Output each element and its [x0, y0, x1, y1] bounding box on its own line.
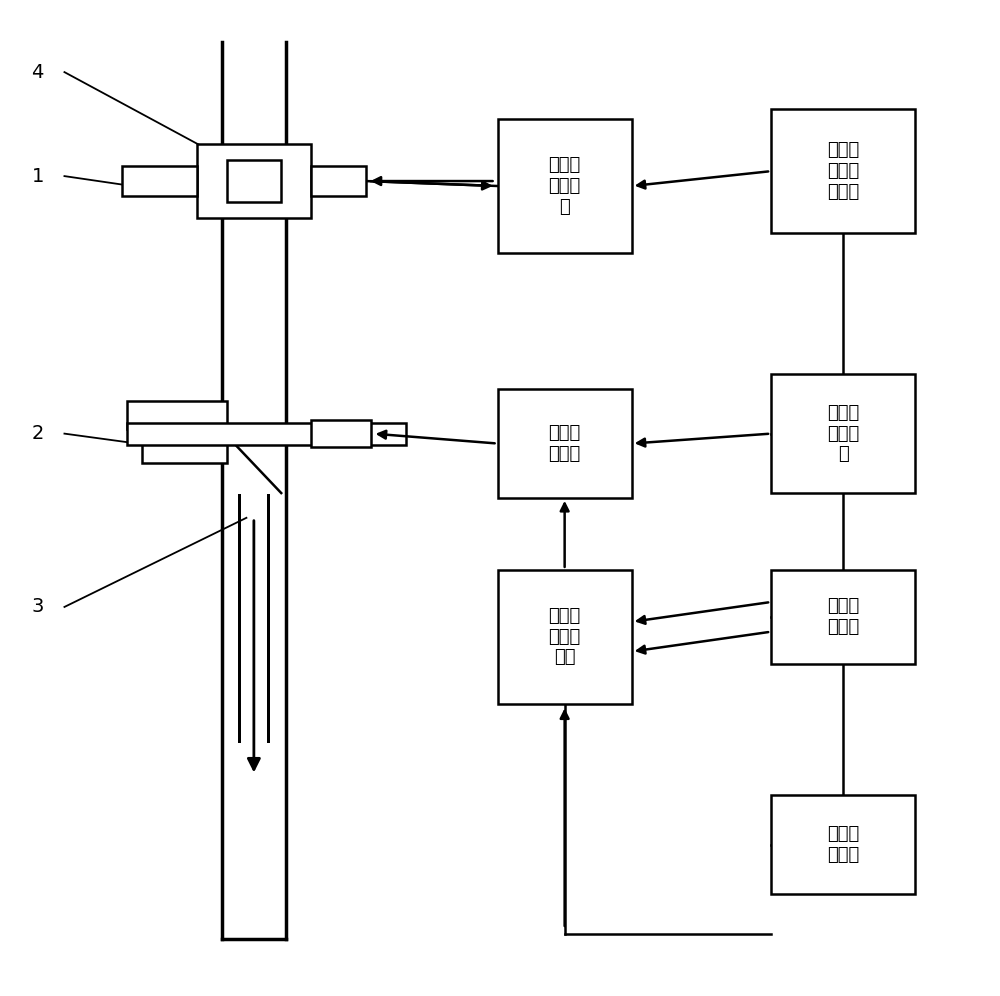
Text: 滑动水
口控制: 滑动水 口控制: [549, 424, 581, 463]
Bar: [227, 160, 281, 202]
Text: 中间包
重量信
息: 中间包 重量信 息: [827, 403, 859, 463]
Text: 1: 1: [31, 166, 44, 185]
Bar: [127, 422, 406, 444]
Bar: [498, 389, 632, 498]
Text: 钢包终
浇控制
系统: 钢包终 浇控制 系统: [549, 607, 581, 666]
Text: 下渣检
测信处
理: 下渣检 测信处 理: [549, 156, 581, 216]
Bar: [771, 374, 915, 493]
Bar: [127, 401, 227, 428]
Bar: [311, 419, 371, 447]
Bar: [122, 166, 197, 196]
Bar: [771, 795, 915, 894]
Bar: [498, 570, 632, 703]
Text: 拉速断
面信息: 拉速断 面信息: [827, 598, 859, 636]
Bar: [771, 110, 915, 233]
Text: 3: 3: [31, 598, 44, 617]
Bar: [311, 166, 366, 196]
Text: 4: 4: [31, 63, 44, 82]
Bar: [197, 143, 311, 218]
Bar: [142, 435, 227, 463]
Bar: [771, 570, 915, 664]
Text: 钢包重
量信息: 钢包重 量信息: [827, 826, 859, 865]
Text: 下渣检
测计算
与控制: 下渣检 测计算 与控制: [827, 141, 859, 201]
Bar: [498, 120, 632, 253]
Text: 2: 2: [31, 424, 44, 443]
